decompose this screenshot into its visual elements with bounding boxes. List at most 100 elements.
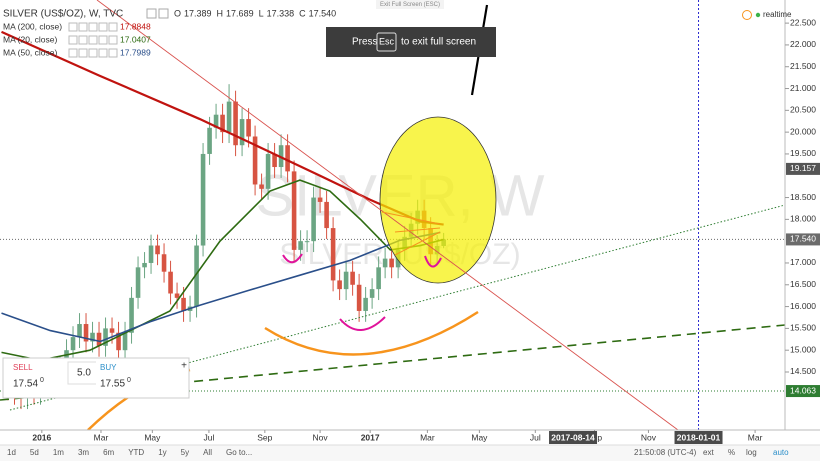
candle-body xyxy=(376,267,381,290)
buy-button[interactable] xyxy=(96,359,176,397)
candle-body xyxy=(122,332,128,351)
toolbar xyxy=(0,445,820,461)
legend-icon xyxy=(88,48,98,58)
ohlc-label: L xyxy=(259,8,264,18)
exit-tab-label: Exit Full Screen (ESC) xyxy=(380,2,440,8)
candle-body xyxy=(356,284,362,311)
orange-arc xyxy=(264,310,479,356)
highlight-ellipse xyxy=(379,116,497,284)
candle-body xyxy=(213,114,219,128)
candle-body xyxy=(155,245,160,255)
toolbar-button[interactable]: 5d xyxy=(30,448,39,457)
y-tick-label: 16.500 xyxy=(790,279,816,289)
candle-body xyxy=(109,328,115,333)
x-tick-label: Jul xyxy=(203,432,214,442)
buy-label: BUY xyxy=(100,363,117,372)
price-label: 14.063 xyxy=(790,385,816,395)
x-tick-label: 2017 xyxy=(361,432,380,442)
candle-body xyxy=(129,297,134,333)
candle-body xyxy=(298,241,303,250)
toolbar-button[interactable]: All xyxy=(203,448,212,457)
candle-body xyxy=(200,153,206,246)
legend-icon xyxy=(98,48,108,58)
y-tick-label: 16.000 xyxy=(790,301,816,311)
toolbar-button[interactable]: 1d xyxy=(7,448,16,457)
toolbar-button[interactable]: auto xyxy=(773,448,789,457)
ma-line xyxy=(1,231,441,343)
x-tick-label: Nov xyxy=(313,432,329,442)
candle-body xyxy=(350,271,355,285)
notice-text: to exit full screen xyxy=(401,37,476,48)
candle-body xyxy=(330,228,336,281)
y-tick-label: 20.500 xyxy=(790,105,816,115)
x-tick-label: May xyxy=(144,432,161,442)
candle-body xyxy=(343,271,349,290)
legend-label: MA (20, close) xyxy=(3,34,57,44)
exit-tab[interactable] xyxy=(376,0,444,9)
trendline xyxy=(96,0,679,431)
notice-text: Press xyxy=(352,37,378,48)
sell-price: 17.54 xyxy=(13,379,38,390)
buy-price: 17.55 xyxy=(100,379,125,390)
toolbar-button[interactable]: % xyxy=(728,448,735,457)
legend-label: MA (50, close) xyxy=(3,47,57,57)
candle-body xyxy=(174,293,180,298)
legend: SILVER (US$/OZ), W, TVC O 17.389 H 17.689 L 1… xyxy=(3,8,792,58)
candle-body xyxy=(226,101,232,133)
candle-body xyxy=(285,145,290,172)
toolbar-button[interactable]: 1y xyxy=(158,448,166,457)
trade-widget: SELL 17.54 0 5.0 BUY 17.55 0 + xyxy=(2,357,190,399)
legend-icon xyxy=(68,22,78,32)
pitchfork xyxy=(381,211,441,256)
magenta-arc xyxy=(424,255,442,268)
toolbar-button[interactable]: 1m xyxy=(53,448,64,457)
candle-body xyxy=(369,289,375,298)
symbol: SILVER (US$/OZ), W, TVC xyxy=(3,9,123,20)
date-marker-box xyxy=(549,431,598,444)
candle-body xyxy=(382,258,388,268)
toolbar-button[interactable]: log xyxy=(746,448,757,457)
sell-sup: 0 xyxy=(40,377,44,384)
x-tick-label: Mar xyxy=(748,432,763,442)
candle-body xyxy=(90,332,95,342)
toolbar-button[interactable]: Go to... xyxy=(226,448,252,457)
candle-body xyxy=(317,197,323,202)
date-marker-label: 2018-01-01 xyxy=(677,432,721,442)
legend-icon xyxy=(78,35,88,45)
price-label: 17.540 xyxy=(790,234,816,244)
candle-body xyxy=(252,136,258,185)
add-button[interactable]: + xyxy=(181,361,187,372)
candle-body xyxy=(83,324,89,342)
alert-icon[interactable] xyxy=(742,10,752,20)
y-tick-label: 19.500 xyxy=(790,148,816,158)
realtime-label: realtime xyxy=(763,10,792,19)
ohlc-value: 17.389 xyxy=(184,8,212,18)
legend-icon xyxy=(68,48,78,58)
candle-body xyxy=(96,332,102,346)
candle-body xyxy=(103,328,108,346)
legend-label: MA (200, close) xyxy=(3,21,62,31)
toolbar-button[interactable]: ext xyxy=(703,448,714,457)
ohlc-label: O xyxy=(174,8,181,18)
y-tick-label: 21.500 xyxy=(790,61,816,71)
buy-sup: 0 xyxy=(127,377,131,384)
legend-icon xyxy=(78,22,88,32)
legend-icon xyxy=(146,8,157,19)
sell-label: SELL xyxy=(13,363,33,372)
toolbar-button[interactable]: 6m xyxy=(103,448,114,457)
candle-body xyxy=(220,114,225,133)
toolbar-button[interactable]: YTD xyxy=(128,448,144,457)
x-tick-label: Mar xyxy=(420,432,435,442)
candle-body xyxy=(337,280,342,290)
sell-button[interactable] xyxy=(4,359,66,397)
candle-body xyxy=(181,297,186,311)
candle-body xyxy=(291,171,297,250)
ohlc-label: C xyxy=(299,8,306,18)
toolbar-button[interactable]: 5y xyxy=(181,448,189,457)
price-label: 19.157 xyxy=(790,163,816,173)
toolbar-button[interactable]: 3m xyxy=(78,448,89,457)
legend-icon xyxy=(108,35,118,45)
candle-body xyxy=(259,184,264,189)
candle-body xyxy=(304,241,310,243)
